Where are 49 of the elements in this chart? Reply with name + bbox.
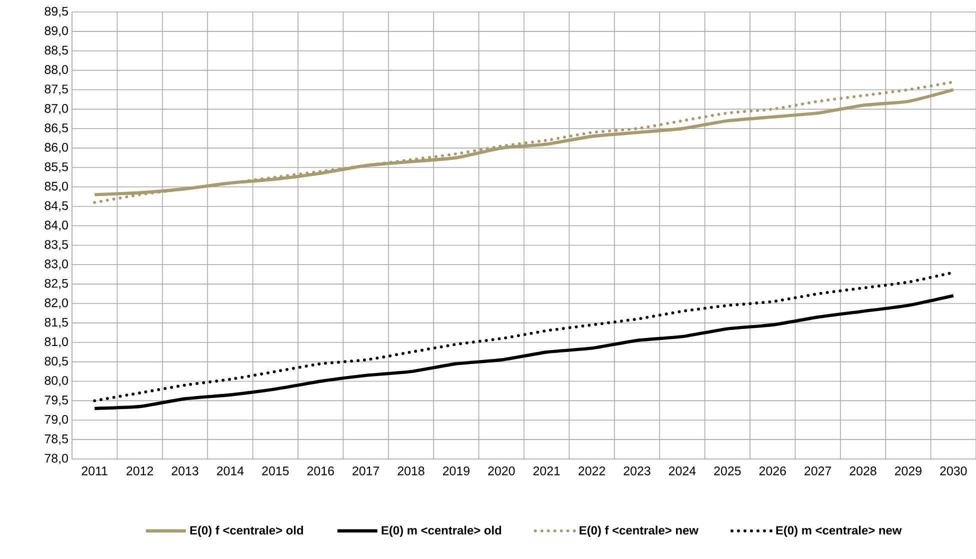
y-tick-label: 78,5 bbox=[44, 434, 68, 445]
y-tick-label: 87,5 bbox=[44, 84, 68, 95]
y-tick-label: 83,5 bbox=[44, 240, 68, 250]
y-tick-label: 83,0 bbox=[44, 260, 68, 270]
legend-label: E(0) f <centrale> new bbox=[580, 526, 698, 537]
y-tick-label: 81,0 bbox=[44, 337, 68, 348]
y-tick-label: 81,5 bbox=[44, 318, 68, 328]
x-tick-label: 2013 bbox=[172, 466, 198, 476]
x-tick-label: 2025 bbox=[714, 466, 741, 476]
y-tick-label: 79,5 bbox=[44, 396, 68, 406]
x-tick-label: 2029 bbox=[894, 466, 922, 476]
x-tick-label: 2022 bbox=[578, 466, 606, 476]
x-tick-label: 2014 bbox=[216, 466, 244, 476]
x-tick-label: 2017 bbox=[352, 466, 380, 476]
x-tick-label: 2018 bbox=[398, 466, 424, 476]
x-tick-label: 2020 bbox=[488, 466, 515, 476]
y-tick-label: 85,5 bbox=[44, 162, 68, 173]
x-tick-label: 2019 bbox=[442, 466, 470, 476]
legend-label: E(0) m <centrale> new bbox=[776, 526, 902, 537]
y-tick-label: 86,0 bbox=[44, 142, 68, 154]
y-tick-label: 78,0 bbox=[44, 454, 68, 464]
x-tick-label: 2024 bbox=[668, 466, 696, 476]
y-tick-label: 80,0 bbox=[44, 376, 68, 386]
y-tick-label: 87,0 bbox=[44, 104, 68, 114]
y-tick-label: 85,0 bbox=[44, 182, 68, 192]
x-tick-label: 2012 bbox=[126, 466, 154, 476]
y-tick-label: 79,0 bbox=[44, 414, 68, 426]
y-tick-label: 82,0 bbox=[44, 298, 68, 309]
y-tick-label: 88,5 bbox=[44, 46, 68, 56]
legend-label: E(0) f <centrale> old bbox=[190, 526, 303, 537]
x-tick-label: 2021 bbox=[533, 466, 560, 476]
x-tick-label: 2028 bbox=[850, 466, 876, 476]
y-tick-label: 82,5 bbox=[44, 278, 68, 290]
x-tick-label: 2011 bbox=[82, 466, 108, 476]
y-tick-label: 80,5 bbox=[44, 356, 68, 367]
x-tick-label: 2016 bbox=[307, 466, 334, 476]
y-tick-label: 84,5 bbox=[44, 201, 68, 212]
y-tick-label: 89,0 bbox=[44, 26, 68, 37]
legend-label: E(0) m <centrale> old bbox=[382, 526, 502, 537]
x-tick-label: 2027 bbox=[804, 466, 832, 476]
x-tick-label: 2026 bbox=[759, 466, 786, 476]
line-series bbox=[93, 294, 956, 410]
x-tick-label: 2030 bbox=[940, 466, 967, 476]
y-tick-label: 89,5 bbox=[44, 6, 68, 18]
y-tick-label: 84,0 bbox=[44, 220, 68, 231]
x-tick-label: 2015 bbox=[262, 466, 289, 476]
y-tick-label: 88,0 bbox=[44, 65, 68, 76]
y-tick-label: 86,5 bbox=[44, 123, 68, 134]
x-tick-label: 2023 bbox=[624, 466, 650, 476]
